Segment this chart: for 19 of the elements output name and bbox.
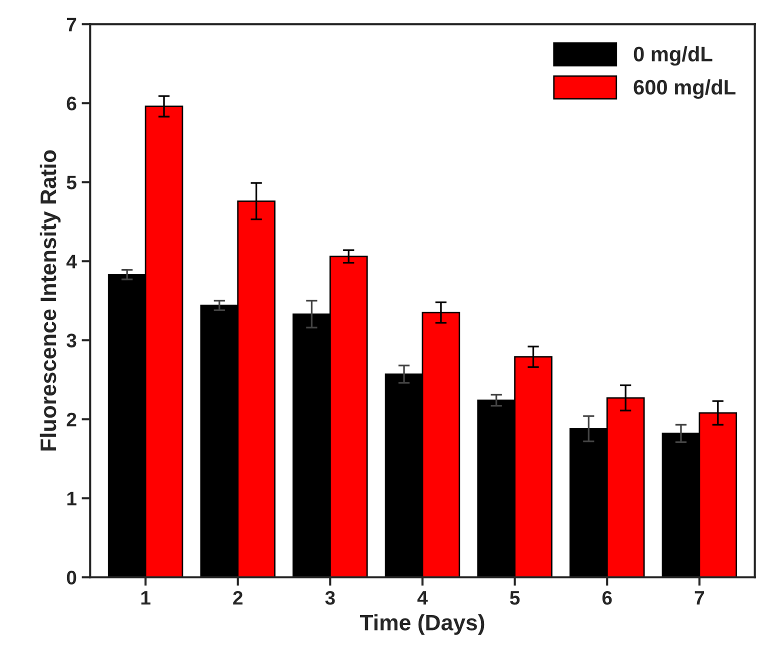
x-axis-title: Time (Days) (360, 614, 484, 635)
y-tick-label: 7 (66, 18, 76, 32)
legend-label: 600 mg/dL (634, 79, 736, 99)
y-tick-label: 0 (66, 570, 76, 584)
y-axis-title: Fluorescence Intensity Ratio (40, 150, 61, 450)
x-tick-label: 1 (141, 591, 150, 605)
y-tick-label: 2 (66, 412, 76, 426)
y-tick-label: 6 (66, 96, 76, 110)
legend-label: 0 mg/dL (634, 46, 712, 66)
y-tick-label: 3 (66, 334, 76, 348)
y-tick-label: 1 (67, 492, 76, 506)
x-tick-label: 2 (233, 590, 242, 605)
x-tick-label: 3 (325, 590, 335, 605)
x-tick-label: 5 (510, 591, 520, 605)
x-tick-label: 4 (417, 591, 428, 605)
y-tick-label: 4 (66, 254, 77, 268)
x-tick-label: 7 (694, 591, 704, 605)
y-tick-label: 5 (66, 176, 76, 190)
x-tick-label: 6 (602, 590, 612, 605)
